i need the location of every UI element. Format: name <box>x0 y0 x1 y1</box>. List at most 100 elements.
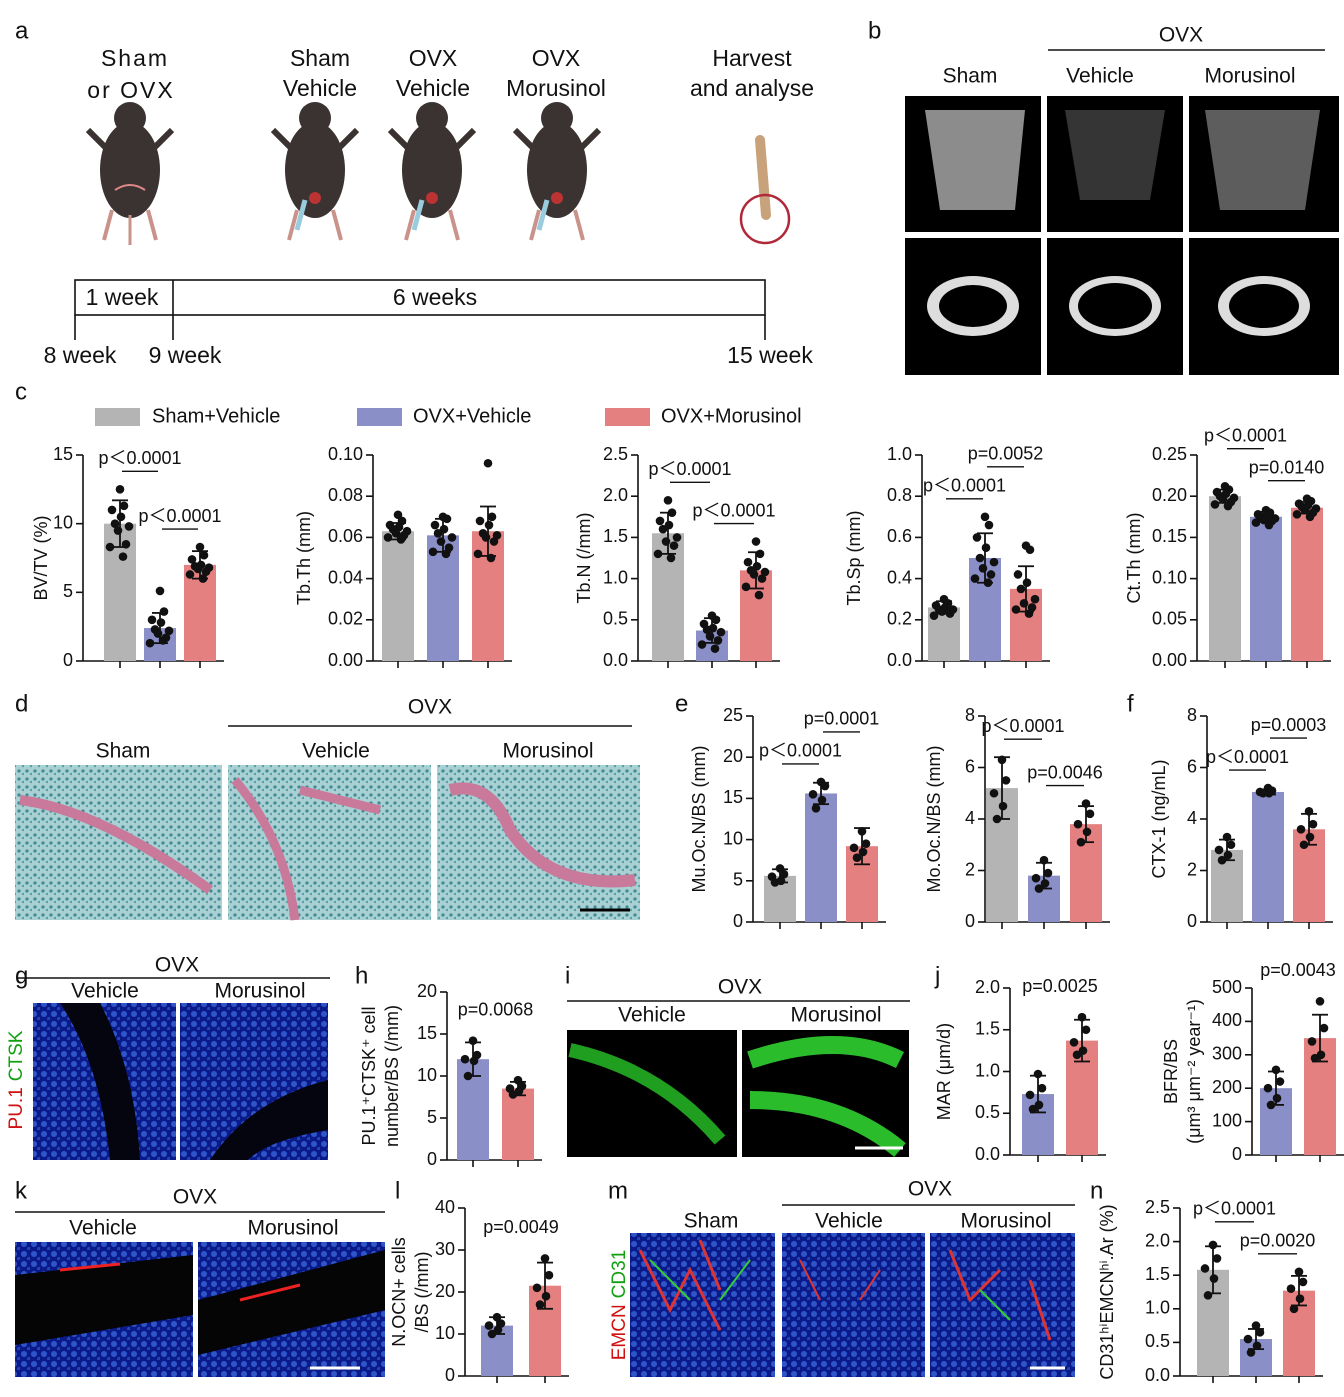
data-point <box>460 1054 470 1064</box>
data-point <box>1255 1328 1265 1337</box>
y-tick-label: 0.08 <box>328 485 363 505</box>
data-point <box>1208 1240 1218 1250</box>
bone-icon <box>739 135 791 245</box>
p-value: p=0.0068 <box>458 999 534 1019</box>
y-tick-label: 15 <box>53 444 73 464</box>
data-point <box>1011 605 1021 614</box>
y-axis-label: Mu.Oc.N/BS (mm) <box>689 746 709 893</box>
data-point <box>430 520 440 530</box>
y-tick-label: 0.05 <box>1152 609 1187 629</box>
label: or OVX <box>87 77 174 103</box>
data-point <box>653 549 663 559</box>
data-point <box>1251 518 1261 527</box>
label: OVX <box>718 976 762 999</box>
data-point <box>1028 1104 1038 1114</box>
p-value: p＜0.0001 <box>759 741 842 761</box>
data-point <box>779 869 789 879</box>
label: Morusinol <box>1204 65 1295 88</box>
data-point <box>484 520 494 530</box>
data-point <box>760 567 770 577</box>
data-point <box>1264 788 1274 798</box>
y-axis-label: /BS (/mm) <box>412 1252 432 1333</box>
data-point <box>929 611 939 620</box>
y-axis-label: MAR (μm/d) <box>934 1023 954 1120</box>
label: 1 week <box>86 284 159 310</box>
data-point <box>998 801 1008 811</box>
data-point <box>1246 1348 1256 1357</box>
y-tick-label: 200 <box>1212 1077 1242 1097</box>
data-point <box>1001 776 1011 785</box>
data-point <box>1203 1291 1213 1300</box>
y-tick-label: 1.0 <box>603 567 628 587</box>
p-value: p=0.0020 <box>1240 1231 1316 1251</box>
data-point <box>992 814 1002 824</box>
y-tick-label: 0.0 <box>975 1144 1000 1164</box>
data-point <box>1310 1053 1320 1063</box>
label: Sham <box>943 65 998 88</box>
y-axis-label: Tb.Th (mm) <box>294 511 314 605</box>
data-point <box>669 541 679 550</box>
panel-a-art <box>74 102 791 340</box>
bar <box>1211 849 1243 922</box>
label: 15 week <box>727 342 813 368</box>
mouse <box>387 102 477 241</box>
data-point <box>493 1325 503 1335</box>
data-point <box>540 1254 550 1263</box>
data-point <box>1222 832 1232 842</box>
y-tick-label: 4 <box>965 808 975 828</box>
data-point <box>1034 884 1044 893</box>
data-point <box>710 644 720 653</box>
data-point <box>1218 495 1228 504</box>
data-point <box>1296 825 1306 834</box>
p-value: p＜0.0001 <box>1206 747 1289 767</box>
data-point <box>655 516 665 526</box>
p-value: p＜0.0001 <box>923 476 1006 496</box>
y-tick-label: 0.15 <box>1152 526 1187 546</box>
data-point <box>983 578 993 588</box>
data-point <box>541 1291 551 1301</box>
data-point <box>153 629 163 638</box>
y-tick-label: 0.5 <box>975 1102 1000 1122</box>
label: OVX <box>532 45 581 71</box>
data-point <box>483 458 493 468</box>
data-point <box>105 542 115 552</box>
data-point <box>155 586 165 596</box>
y-tick-label: 1.5 <box>603 526 628 546</box>
data-point <box>532 1283 542 1293</box>
label: Vehicle <box>396 75 470 101</box>
data-point <box>436 537 446 546</box>
data-point <box>808 789 818 799</box>
label: OVX <box>155 954 199 977</box>
data-point <box>713 636 723 645</box>
y-tick-label: 0.0 <box>887 650 912 670</box>
data-point <box>544 1270 554 1280</box>
data-point <box>535 1300 545 1309</box>
data-point <box>1081 1025 1091 1035</box>
data-point <box>820 781 830 791</box>
p-value: p＜0.0001 <box>1204 425 1287 445</box>
data-point <box>1013 570 1023 579</box>
data-point <box>1294 1267 1304 1277</box>
label: Morusinol <box>506 75 606 101</box>
y-tick-label: 5 <box>427 1107 437 1127</box>
data-point <box>1275 1077 1285 1086</box>
data-point <box>116 512 126 522</box>
label: OVX <box>908 1178 952 1201</box>
data-point <box>463 1071 473 1081</box>
data-point <box>1025 1090 1035 1100</box>
y-tick-label: 2.0 <box>603 485 628 505</box>
label: Vehicle <box>69 1217 137 1240</box>
data-point <box>428 547 438 557</box>
data-point <box>1076 837 1086 847</box>
data-point <box>1251 1321 1261 1330</box>
y-axis-label: CD31ʰⁱEMCNʰⁱ.Ar (%) <box>1097 1204 1117 1379</box>
y-tick-label: 15 <box>723 787 743 807</box>
y-tick-label: 10 <box>417 1065 437 1085</box>
bar <box>1209 496 1241 661</box>
data-point <box>811 803 821 813</box>
data-point <box>752 561 762 571</box>
data-point <box>1031 873 1041 883</box>
data-point <box>997 755 1007 765</box>
y-tick-label: 0.5 <box>1145 1331 1170 1351</box>
